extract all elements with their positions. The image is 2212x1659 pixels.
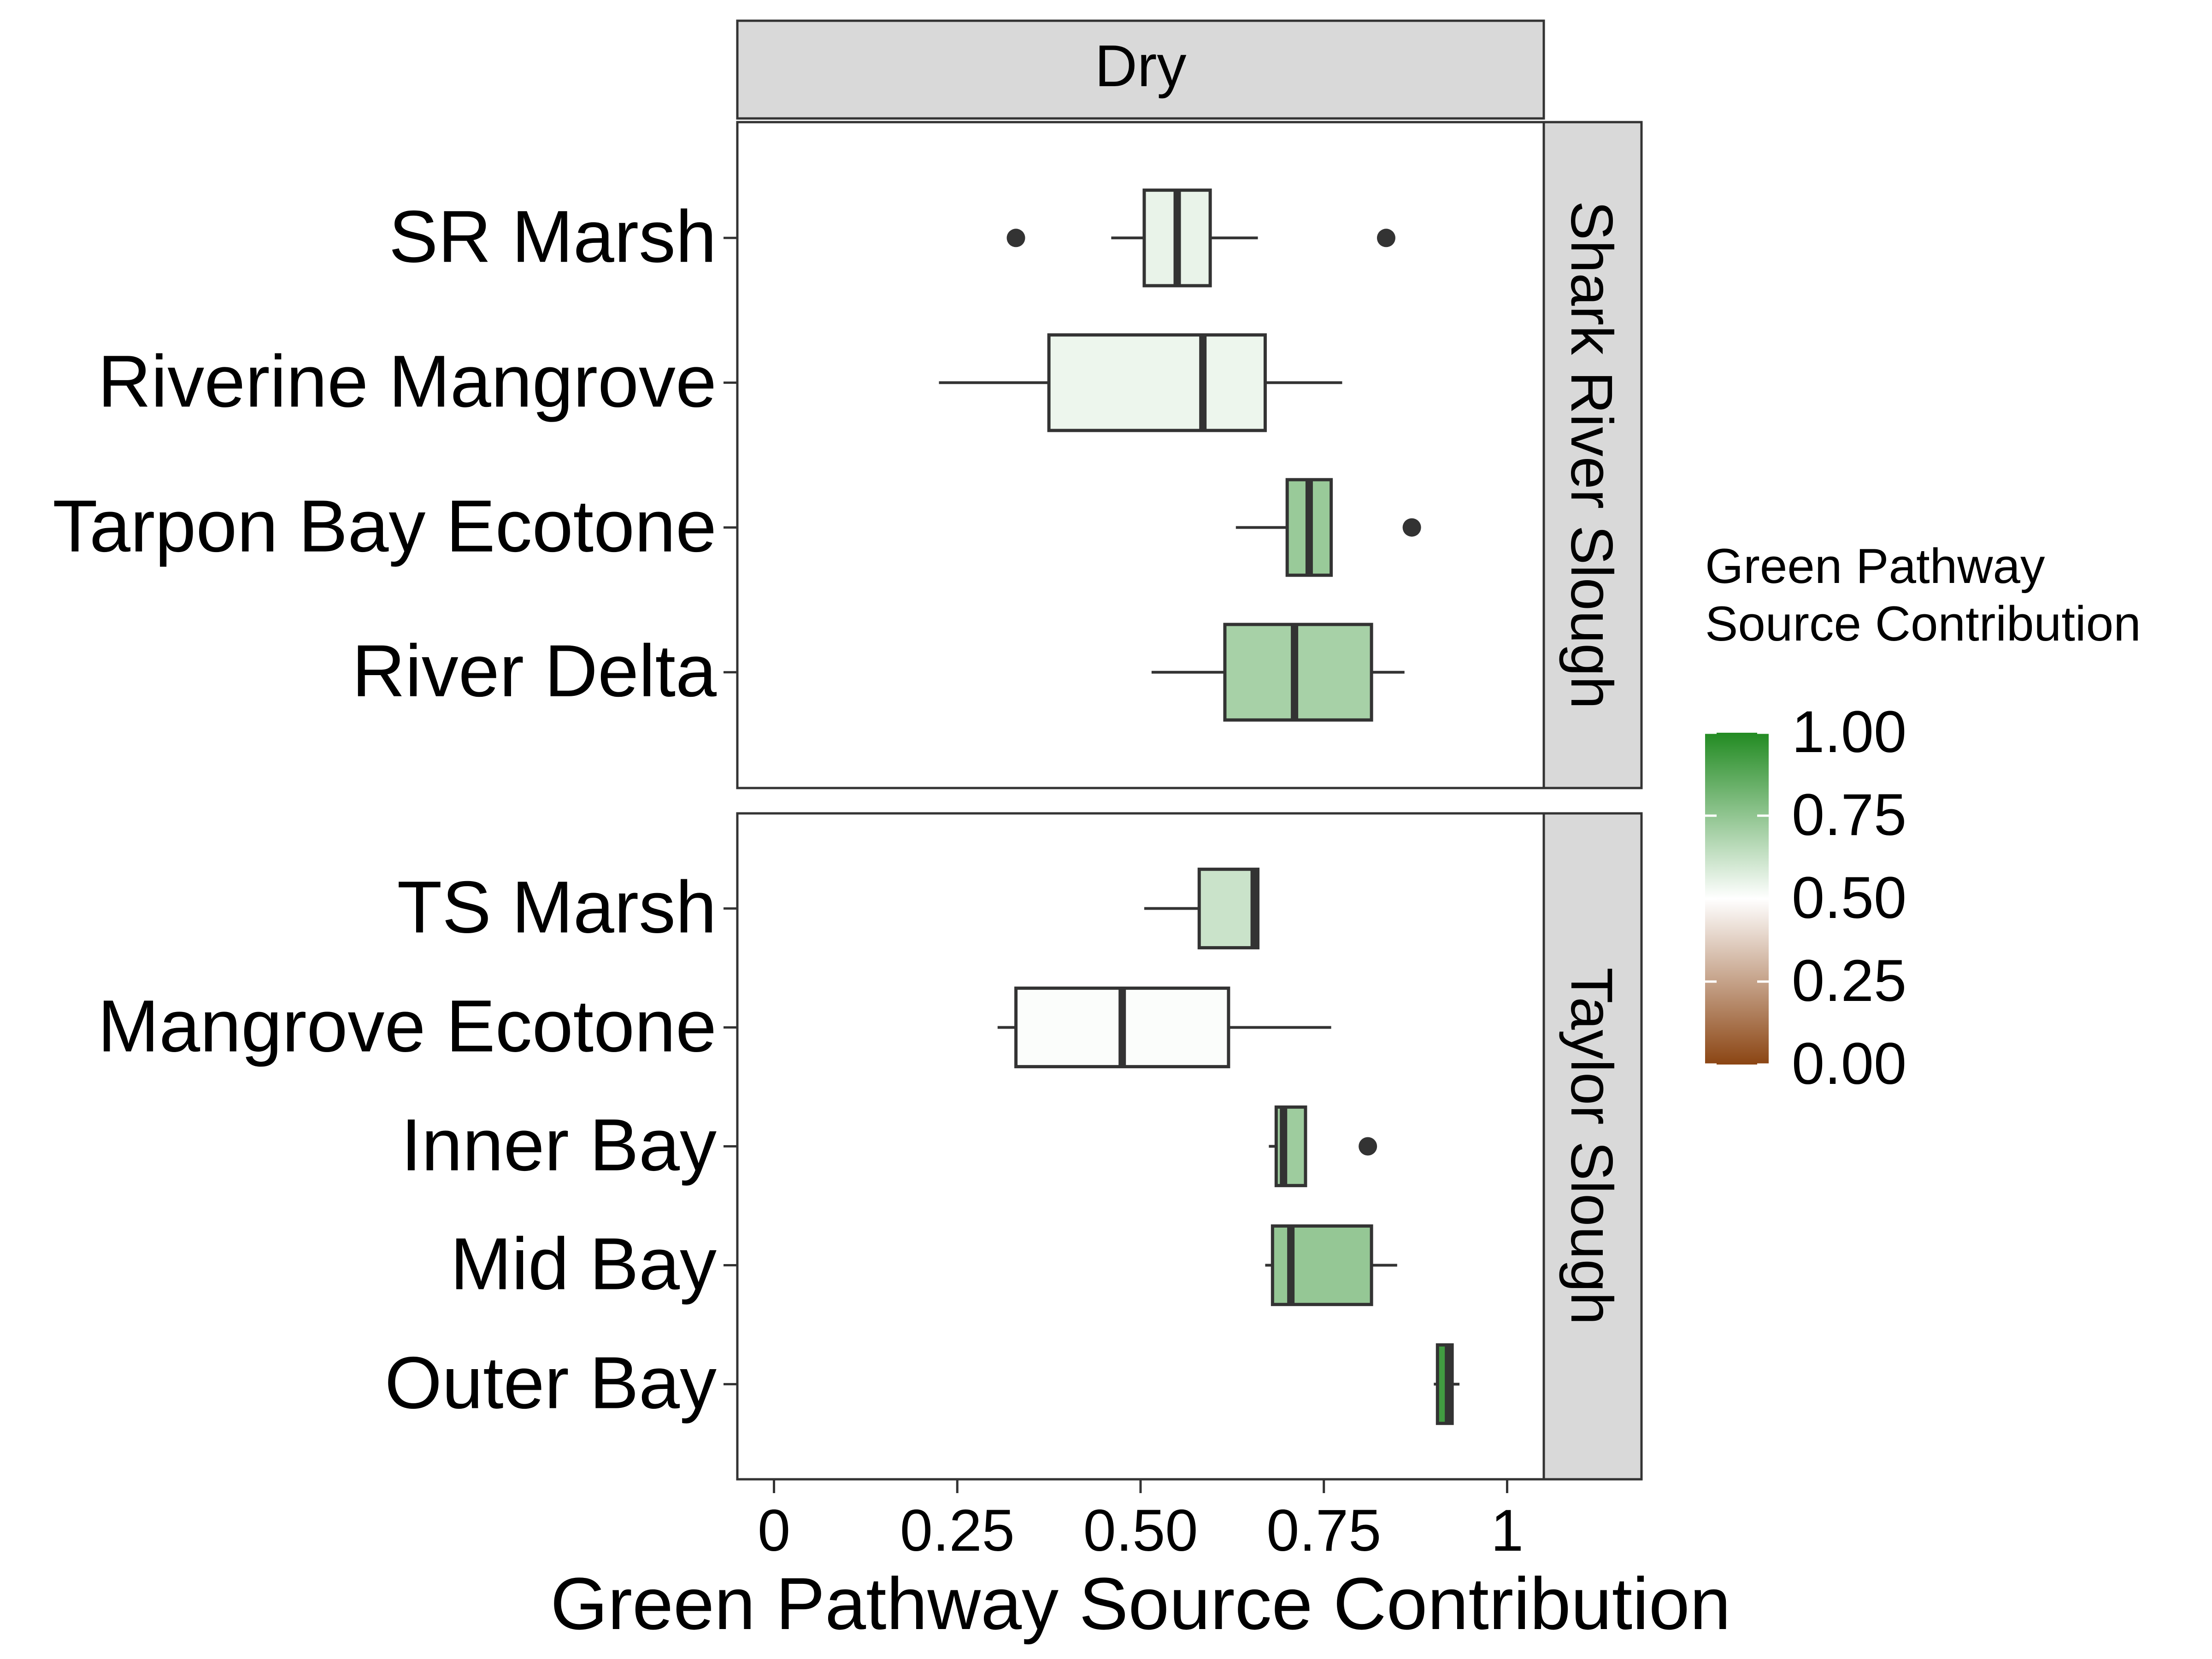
panel-taylor-slough [736, 812, 1545, 1481]
color-legend: Green Pathway Source Contribution 1.00 0.… [1705, 538, 2141, 1097]
legend-tick-label: 0.50 [1792, 865, 1906, 931]
legend-tick-label: 0.25 [1792, 948, 1906, 1014]
box-tarpon-bay-ecotone [1235, 478, 1421, 577]
column-facet-label: Dry [1094, 33, 1186, 99]
panel-shark-river-slough [736, 121, 1545, 789]
site-label-riverine-mangrove: Riverine Mangrove [98, 340, 717, 422]
box-inner-bay [1269, 1105, 1377, 1188]
box-riverine-mangrove [939, 333, 1342, 432]
site-label-inner-bay: Inner Bay [401, 1104, 717, 1186]
x-axis: 0 0.25 0.50 0.75 1 [758, 1479, 1524, 1564]
box-ts-marsh [1144, 867, 1260, 950]
row-facet-label-shark-river-slough: Shark River Slough [1559, 201, 1624, 709]
outlier-point [1359, 1137, 1377, 1156]
outlier-point [1006, 229, 1025, 247]
legend-tick-label: 0.00 [1792, 1031, 1906, 1097]
x-tick-label: 0.75 [1266, 1498, 1381, 1564]
site-labels: SR Marsh Riverine Mangrove Tarpon Bay Ecot… [53, 195, 737, 1424]
legend-ticks: 1.00 0.75 0.50 0.25 0.00 [1705, 699, 1906, 1097]
box-river-delta [1151, 623, 1405, 722]
box-outer-bay [1434, 1343, 1460, 1425]
legend-title-line-1: Green Pathway [1705, 538, 2045, 594]
x-tick-label: 1 [1491, 1498, 1524, 1564]
site-label-mangrove-ecotone: Mangrove Ecotone [98, 984, 717, 1067]
box-sr-marsh [1006, 188, 1395, 288]
legend-tick-label: 1.00 [1792, 699, 1906, 765]
site-label-river-delta: River Delta [352, 629, 717, 712]
x-tick-label: 0.25 [900, 1498, 1015, 1564]
outlier-point [1402, 518, 1421, 537]
x-tick-label: 0 [758, 1498, 790, 1564]
site-label-ts-marsh: TS Marsh [397, 865, 717, 948]
row-facet-strip-taylor-slough: Taylor Slough [1542, 812, 1643, 1481]
iqr-box [1197, 867, 1260, 950]
row-facet-label-taylor-slough: Taylor Slough [1559, 967, 1624, 1325]
box-mangrove-ecotone [997, 986, 1331, 1069]
site-label-outer-bay: Outer Bay [385, 1341, 717, 1424]
site-label-mid-bay: Mid Bay [450, 1223, 717, 1305]
row-facet-strip-shark-river-slough: Shark River Slough [1542, 121, 1643, 789]
site-label-tarpon-bay-ecotone: Tarpon Bay Ecotone [53, 485, 717, 567]
legend-tick-label: 0.75 [1792, 782, 1906, 848]
site-label-sr-marsh: SR Marsh [389, 195, 717, 277]
box-mid-bay [1265, 1224, 1397, 1306]
outlier-point [1377, 229, 1395, 247]
x-axis-title: Green Pathway Source Contribution [550, 1562, 1730, 1645]
box-marks [939, 188, 1460, 1425]
x-tick-label: 0.50 [1083, 1498, 1198, 1564]
legend-title-line-2: Source Contribution [1705, 596, 2141, 651]
iqr-box [1047, 333, 1267, 432]
column-facet-strip: Dry [736, 19, 1545, 120]
